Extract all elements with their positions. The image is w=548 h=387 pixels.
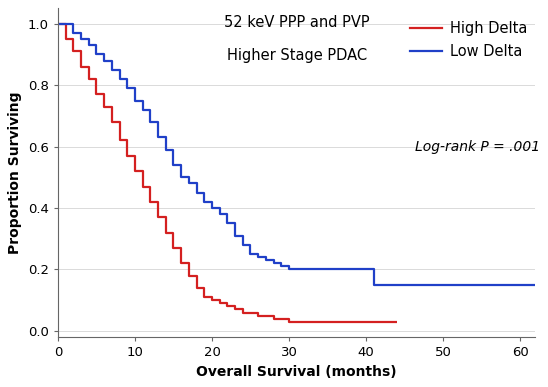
Legend: High Delta, Low Delta: High Delta, Low Delta [404,15,533,65]
Y-axis label: Proportion Surviving: Proportion Surviving [8,91,22,254]
Text: Log-rank P = .001: Log-rank P = .001 [415,140,540,154]
Text: 52 keV PPP and PVP: 52 keV PPP and PVP [224,15,369,30]
X-axis label: Overall Survival (months): Overall Survival (months) [196,365,397,378]
Text: Higher Stage PDAC: Higher Stage PDAC [227,48,367,63]
